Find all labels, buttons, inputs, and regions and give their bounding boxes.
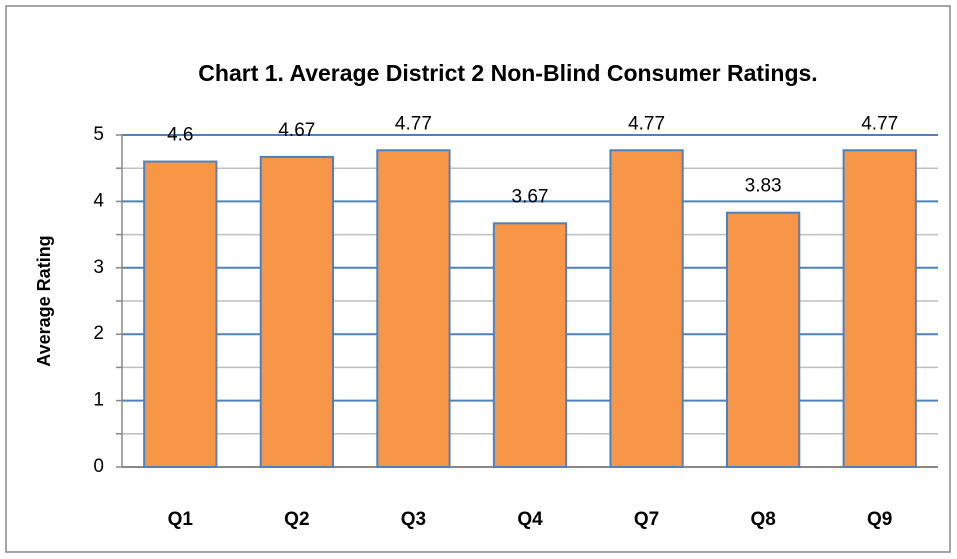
x-tick-label: Q7 [634, 509, 659, 530]
x-tick-label: Q2 [284, 509, 309, 530]
bar [143, 160, 218, 468]
x-tick-label: Q3 [401, 509, 426, 530]
value-label: 4.77 [628, 113, 665, 134]
bar [376, 149, 451, 468]
y-axis-label: Average Rating [34, 235, 54, 366]
bar [609, 149, 684, 468]
value-label: 4.77 [395, 113, 432, 134]
chart-title: Chart 1. Average District 2 Non-Blind Co… [198, 60, 817, 86]
value-label: 4.77 [861, 113, 898, 134]
value-label: 4.6 [167, 125, 193, 146]
bar [259, 155, 334, 469]
x-tick-label: Q1 [168, 509, 194, 530]
value-label: 4.67 [278, 120, 315, 141]
y-tick-label: 5 [93, 124, 104, 145]
y-tick-label: 3 [93, 257, 104, 278]
y-tick-label: 2 [93, 323, 104, 344]
x-tick-label: Q8 [750, 509, 775, 530]
value-label: 3.83 [745, 176, 782, 197]
y-tick-label: 0 [93, 456, 104, 477]
x-tick-label: Q4 [517, 509, 543, 530]
bar [726, 211, 801, 468]
bar [492, 222, 568, 468]
bar [842, 149, 917, 468]
value-label: 3.67 [512, 186, 549, 207]
y-tick-label: 4 [93, 190, 104, 211]
x-tick-label: Q9 [867, 509, 892, 530]
y-tick-label: 1 [93, 390, 104, 411]
